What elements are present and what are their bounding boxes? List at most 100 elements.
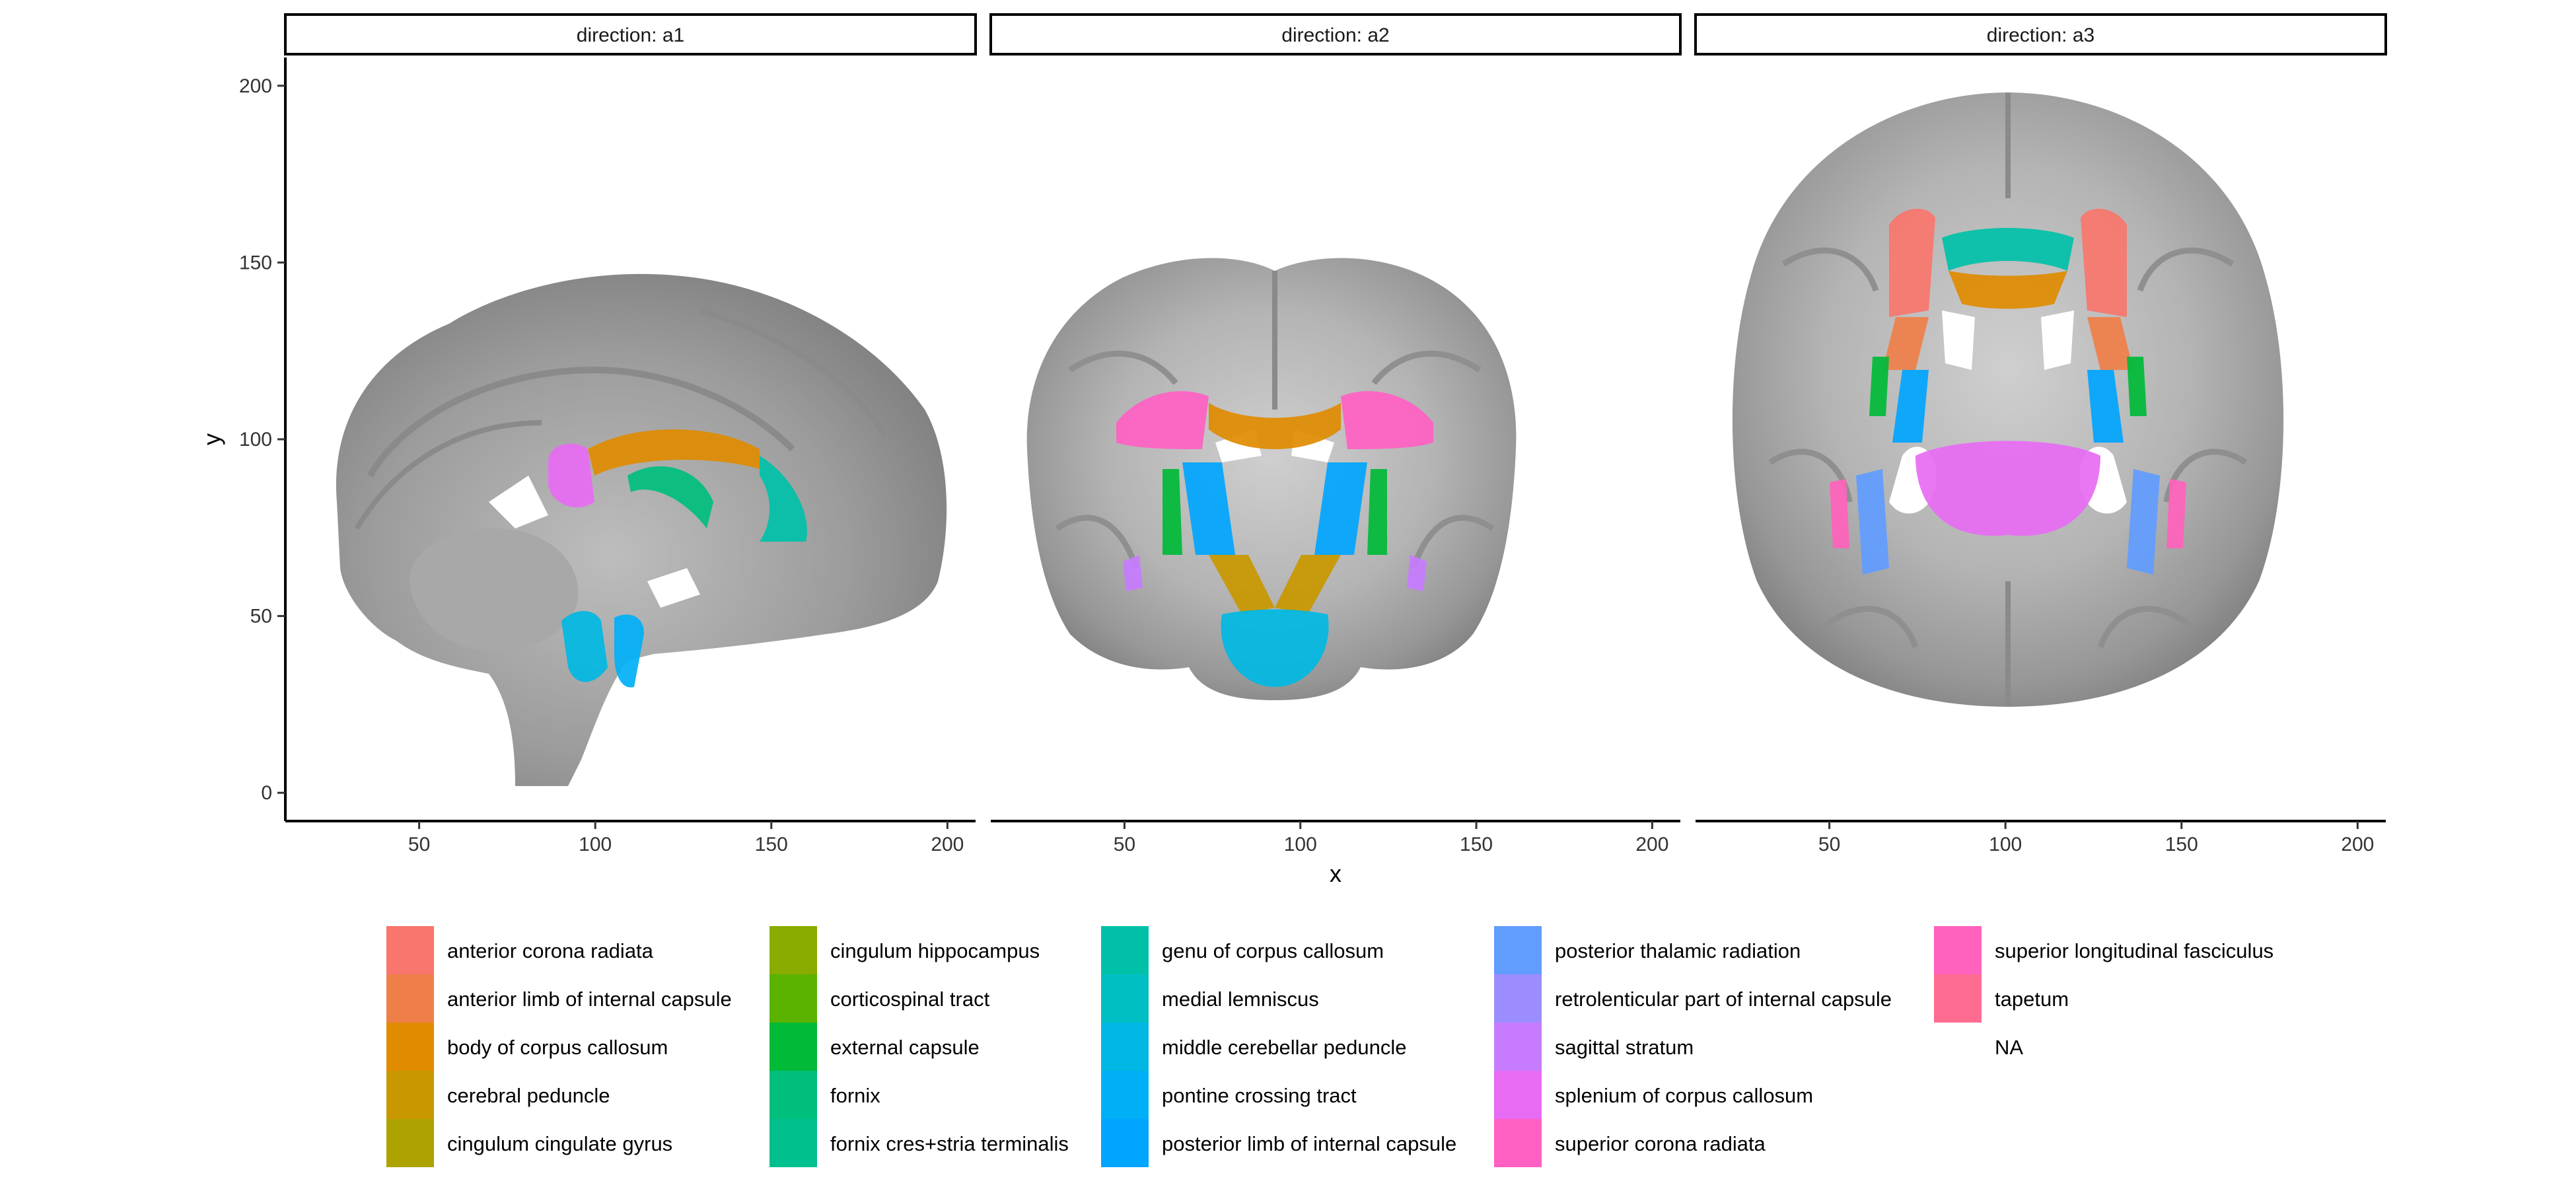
legend-key [1934,926,1982,974]
legend-key [1934,1023,1982,1071]
y-tick-label: 100 [239,429,272,450]
legend-label: cingulum hippocampus [830,939,1040,962]
legend-key [386,1071,434,1119]
facet-strip-label: direction: a3 [1987,24,2094,46]
legend-key [1101,1071,1149,1119]
legend-label: superior longitudinal fasciculus [1995,939,2273,962]
facet-strip [1694,13,2387,55]
tract-regions [548,209,2186,688]
legend-key [769,1071,817,1119]
x-tick-label: 150 [755,834,788,855]
legend-label: cingulum cingulate gyrus [447,1132,672,1155]
tract-region [1915,441,2100,536]
legend-label: pontine crossing tract [1162,1084,1357,1107]
legend-key [1494,1023,1542,1071]
y-tick-label: 50 [250,606,272,628]
legend-key [1934,974,1982,1023]
legend-label: cerebral peduncle [447,1084,610,1107]
x-tick-label: 200 [931,834,964,855]
facet-strip-label: direction: a1 [577,24,684,46]
x-tick-label: 100 [1284,834,1317,855]
legend-label: genu of corpus callosum [1162,939,1384,962]
legend-key [769,974,817,1023]
legend-label: anterior corona radiata [447,939,654,962]
tract-region [1882,317,1929,370]
tract-region [1209,403,1341,449]
legend-key [769,1023,817,1071]
brain-axial-image [1732,92,2284,707]
tract-region [1182,462,1235,555]
tract-region [2127,357,2147,416]
tract-region [1942,228,2074,271]
legend-key [1101,926,1149,974]
legend-label: posterior limb of internal capsule [1162,1132,1456,1155]
legend-label: body of corpus callosum [447,1036,668,1059]
y-tick-label: 0 [261,782,272,804]
x-tick-label: 200 [1635,834,1668,855]
tract-region [1163,469,1182,555]
legend-key [1101,974,1149,1023]
tract-region [760,456,807,542]
legend-label: NA [1995,1036,2023,1059]
legend-label: middle cerebellar peduncle [1162,1036,1407,1059]
legend-key [386,974,434,1023]
legend-label: fornix [830,1084,880,1107]
tract-region [1889,209,1935,317]
tract-region [2166,479,2186,548]
tract-region [627,466,713,528]
tract-region [1209,555,1275,614]
tract-region [548,443,594,508]
tract-region [2081,209,2127,317]
tract-region [1123,555,1143,591]
legend-key [386,1119,434,1167]
legend-label: superior corona radiata [1555,1132,1766,1155]
y-tick-label: 200 [239,75,272,97]
legend-label: medial lemniscus [1162,988,1319,1011]
legend-key [386,1023,434,1071]
legend-key [769,926,817,974]
tract-region [2087,317,2133,370]
legend-label: retrolenticular part of internal capsule [1555,988,1892,1011]
legend-label: external capsule [830,1036,980,1059]
legend-key [1101,1023,1149,1071]
facet-strip [284,13,977,55]
legend-label: posterior thalamic radiation [1555,939,1801,962]
y-tick-label: 150 [239,252,272,273]
tract-region [1314,462,1367,555]
tract-region [2127,469,2160,575]
legend-key [1494,1119,1542,1167]
facet-strip-label: direction: a2 [1281,24,1389,46]
legend-key [1494,1071,1542,1119]
facet-strip [989,13,1682,55]
tract-region [1407,555,1427,591]
tract-region [1830,479,1849,548]
legend-label: sagittal stratum [1555,1036,1694,1059]
tract-region [1949,271,2067,309]
x-tick-label: 50 [1114,834,1135,855]
legend-label: splenium of corpus callosum [1555,1084,1813,1107]
tract-region [1116,391,1209,449]
x-tick-label: 150 [1460,834,1493,855]
tract-region [1856,469,1889,575]
tract-region [1341,391,1433,449]
tract-region [561,611,608,682]
x-tick-label: 200 [2341,834,2374,855]
legend-label: corticospinal tract [830,988,990,1011]
legend-key [1494,974,1542,1023]
legend-label: fornix cres+stria terminalis [830,1132,1069,1155]
tract-region [614,614,644,688]
legend: anterior corona radiata anterior limb of … [386,926,2273,1167]
tract-region [1221,609,1329,687]
legend-key [1101,1119,1149,1167]
legend-key [769,1119,817,1167]
x-tick-label: 50 [408,834,430,855]
tract-region [1275,555,1341,614]
legend-label: anterior limb of internal capsule [447,988,732,1011]
tract-region [1892,370,1929,443]
legend-label: tapetum [1995,988,2069,1011]
y-axis-title: y [198,433,225,445]
legend-key [1494,926,1542,974]
brain-sagittal-image [336,273,947,786]
legend-key [386,926,434,974]
